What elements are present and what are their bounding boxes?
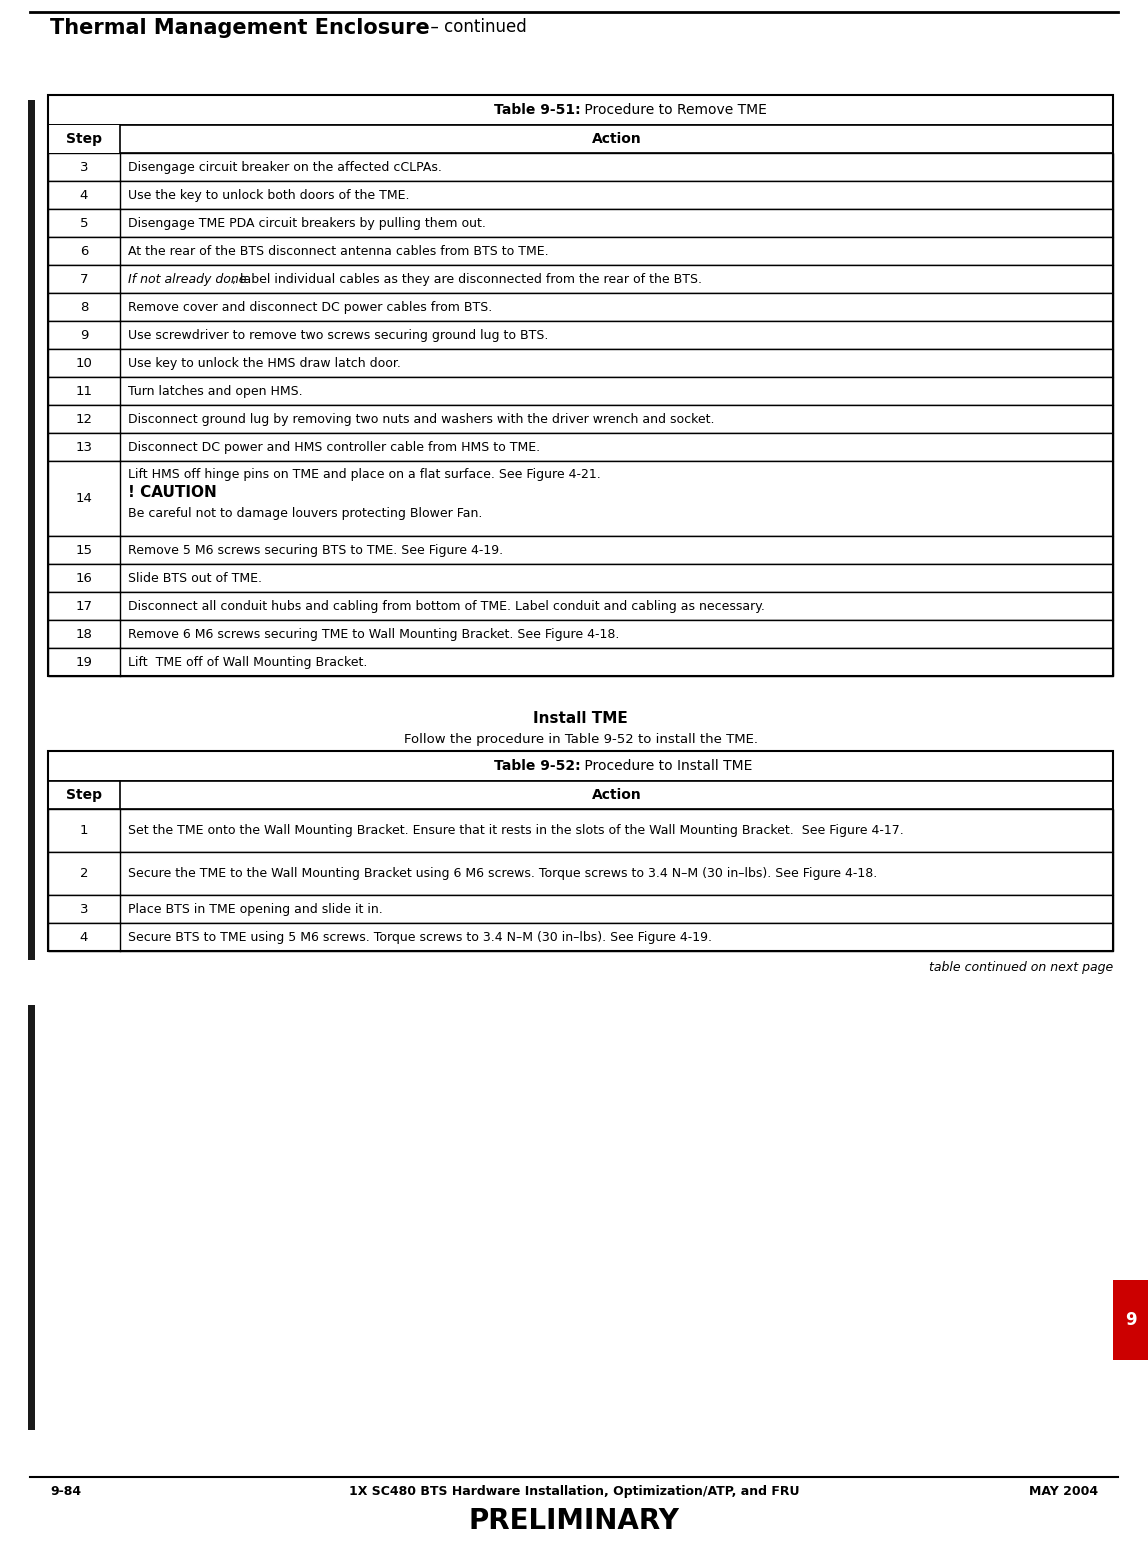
Text: Procedure to Install TME: Procedure to Install TME [581, 759, 753, 773]
Bar [48, 462, 1114, 536]
Text: , label individual cables as they are disconnected from the rear of the BTS.: , label individual cables as they are di… [233, 273, 703, 285]
Text: 11: 11 [76, 384, 93, 398]
Text: Use the key to unlock both doors of the TME.: Use the key to unlock both doors of the … [127, 189, 410, 201]
Bar [48, 265, 1114, 293]
Text: Table 9-51:: Table 9-51: [494, 102, 581, 118]
Bar [48, 781, 1114, 809]
Bar [28, 1005, 34, 1430]
Text: 3: 3 [79, 903, 88, 915]
Bar [48, 153, 1114, 181]
Text: PRELIMINARY: PRELIMINARY [468, 1507, 680, 1535]
Bar [48, 751, 1114, 781]
Bar [48, 237, 1114, 265]
Text: 5: 5 [79, 217, 88, 229]
Text: Lift HMS off hinge pins on TME and place on a flat surface. See Figure 4-21.: Lift HMS off hinge pins on TME and place… [127, 468, 600, 482]
Text: 4: 4 [80, 931, 88, 943]
Text: If not already done: If not already done [127, 273, 247, 285]
Text: 15: 15 [76, 544, 93, 556]
Text: 4: 4 [80, 189, 88, 201]
Bar [48, 895, 1114, 923]
Text: 12: 12 [76, 412, 93, 426]
Text: ! CAUTION: ! CAUTION [127, 485, 217, 500]
Text: Action: Action [591, 132, 642, 146]
Text: Install TME: Install TME [533, 711, 628, 726]
Text: 9-84: 9-84 [51, 1485, 82, 1498]
Bar [48, 647, 1114, 675]
Text: Thermal Management Enclosure: Thermal Management Enclosure [51, 19, 429, 39]
Text: Disconnect DC power and HMS controller cable from HMS to TME.: Disconnect DC power and HMS controller c… [127, 440, 540, 454]
Text: Secure BTS to TME using 5 M6 screws. Torque screws to 3.4 N–M (30 in–lbs). See F: Secure BTS to TME using 5 M6 screws. Tor… [127, 931, 712, 943]
Text: 1: 1 [79, 824, 88, 836]
Text: Use screwdriver to remove two screws securing ground lug to BTS.: Use screwdriver to remove two screws sec… [127, 328, 549, 341]
Bar [48, 536, 1114, 564]
Text: 6: 6 [80, 245, 88, 257]
Text: 3: 3 [79, 161, 88, 173]
Text: Turn latches and open HMS.: Turn latches and open HMS. [127, 384, 303, 398]
Text: table continued on next page: table continued on next page [929, 960, 1114, 974]
Text: Disengage TME PDA circuit breakers by pulling them out.: Disengage TME PDA circuit breakers by pu… [127, 217, 486, 229]
Text: 17: 17 [76, 599, 93, 612]
Text: – continued: – continued [420, 19, 527, 36]
Bar [48, 376, 1114, 404]
Bar [48, 125, 121, 153]
Text: Be careful not to damage louvers protecting Blower Fan.: Be careful not to damage louvers protect… [127, 507, 482, 520]
Text: Action: Action [591, 788, 642, 802]
Text: Place BTS in TME opening and slide it in.: Place BTS in TME opening and slide it in… [127, 903, 382, 915]
Text: At the rear of the BTS disconnect antenna cables from BTS to TME.: At the rear of the BTS disconnect antenn… [127, 245, 549, 257]
Text: 9: 9 [80, 328, 88, 341]
Bar [48, 434, 1114, 462]
Text: Follow the procedure in Table 9-52 to install the TME.: Follow the procedure in Table 9-52 to in… [403, 733, 758, 747]
Text: Set the TME onto the Wall Mounting Bracket. Ensure that it rests in the slots of: Set the TME onto the Wall Mounting Brack… [127, 824, 903, 836]
Text: Use key to unlock the HMS draw latch door.: Use key to unlock the HMS draw latch doo… [127, 356, 401, 370]
Text: Table 9-52:: Table 9-52: [494, 759, 581, 773]
Text: Procedure to Remove TME: Procedure to Remove TME [581, 102, 767, 118]
Text: 18: 18 [76, 627, 93, 640]
Bar [48, 181, 1114, 209]
Text: Lift  TME off of Wall Mounting Bracket.: Lift TME off of Wall Mounting Bracket. [127, 655, 367, 669]
Text: Step: Step [65, 788, 102, 802]
Bar [28, 101, 34, 960]
Bar [48, 94, 1114, 125]
Bar [48, 809, 1114, 852]
Text: Remove 5 M6 screws securing BTS to TME. See Figure 4-19.: Remove 5 M6 screws securing BTS to TME. … [127, 544, 503, 556]
Bar [48, 293, 1114, 321]
Text: Disengage circuit breaker on the affected cCLPAs.: Disengage circuit breaker on the affecte… [127, 161, 442, 173]
Text: Secure the TME to the Wall Mounting Bracket using 6 M6 screws. Torque screws to : Secure the TME to the Wall Mounting Brac… [127, 867, 877, 880]
Bar [48, 751, 1114, 951]
Text: Step: Step [65, 132, 102, 146]
Text: 2: 2 [79, 867, 88, 880]
Bar [48, 404, 1114, 434]
Text: 8: 8 [80, 301, 88, 313]
Bar [48, 923, 1114, 951]
Bar [48, 209, 1114, 237]
Bar [48, 94, 1114, 675]
Bar [48, 620, 1114, 647]
Text: 19: 19 [76, 655, 93, 669]
Text: Slide BTS out of TME.: Slide BTS out of TME. [127, 572, 262, 584]
Bar [1114, 1279, 1148, 1360]
Text: 16: 16 [76, 572, 93, 584]
Text: 1X SC480 BTS Hardware Installation, Optimization/ATP, and FRU: 1X SC480 BTS Hardware Installation, Opti… [349, 1485, 799, 1498]
Text: MAY 2004: MAY 2004 [1029, 1485, 1097, 1498]
Bar [48, 125, 1114, 153]
Text: Remove 6 M6 screws securing TME to Wall Mounting Bracket. See Figure 4-18.: Remove 6 M6 screws securing TME to Wall … [127, 627, 620, 640]
Text: 14: 14 [76, 493, 93, 505]
Bar [48, 349, 1114, 376]
Bar [48, 852, 1114, 895]
Bar [48, 321, 1114, 349]
Text: Disconnect all conduit hubs and cabling from bottom of TME. Label conduit and ca: Disconnect all conduit hubs and cabling … [127, 599, 765, 612]
Text: Remove cover and disconnect DC power cables from BTS.: Remove cover and disconnect DC power cab… [127, 301, 492, 313]
Text: 9: 9 [1125, 1310, 1137, 1329]
Bar [48, 592, 1114, 620]
Bar [48, 564, 1114, 592]
Text: 10: 10 [76, 356, 93, 370]
Text: 7: 7 [79, 273, 88, 285]
Text: 13: 13 [76, 440, 93, 454]
Text: Disconnect ground lug by removing two nuts and washers with the driver wrench an: Disconnect ground lug by removing two nu… [127, 412, 714, 426]
